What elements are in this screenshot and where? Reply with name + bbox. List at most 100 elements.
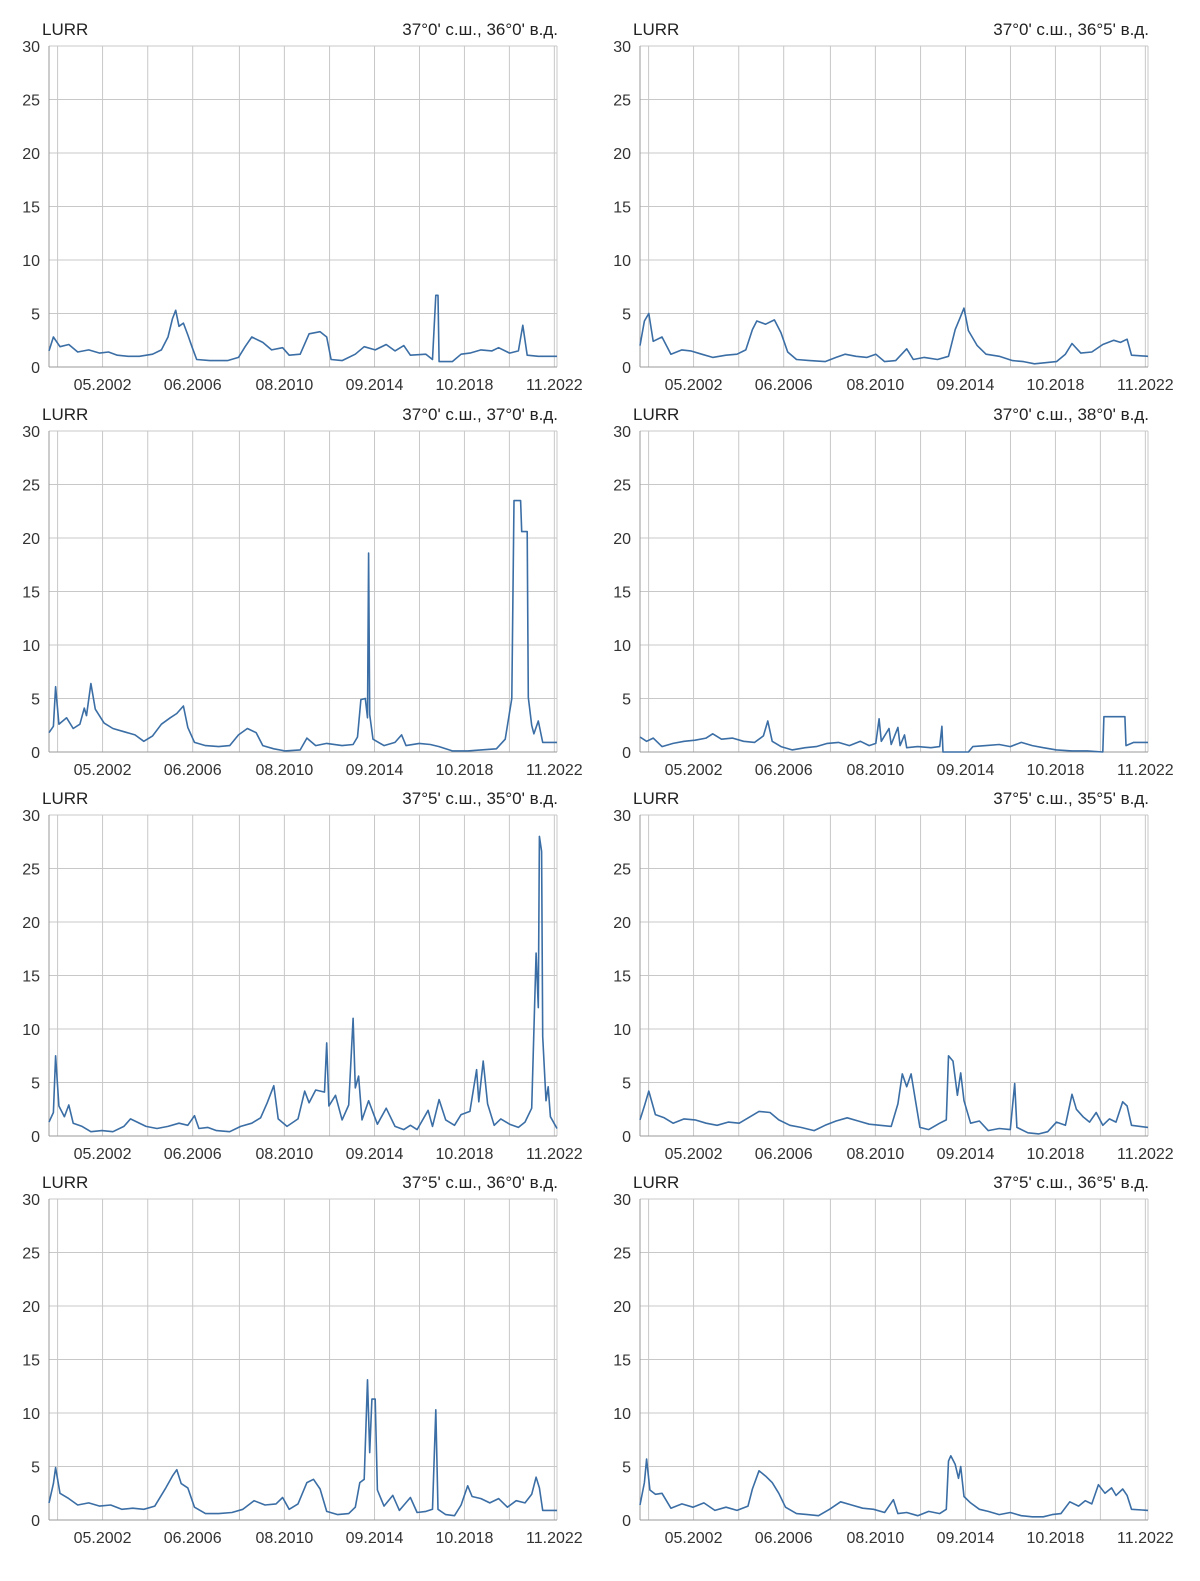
y-tick-label: 0 xyxy=(622,1129,631,1146)
x-tick-label: 11.2022 xyxy=(526,1530,583,1547)
x-tick-label: 08.2010 xyxy=(846,1530,904,1547)
x-tick-label: 05.2002 xyxy=(665,1146,723,1163)
chart-panel: LURR 37°5' с.ш., 36°5' в.д. 0 5 10 15 20 25 30 05… xyxy=(591,1153,1181,1547)
chart-title: 37°0' с.ш., 38°0' в.д. xyxy=(993,405,1149,424)
x-tick-label: 09.2014 xyxy=(937,377,995,394)
y-tick-label: 30 xyxy=(22,1192,40,1209)
y-tick-label: 20 xyxy=(613,1299,631,1316)
grid xyxy=(640,45,1149,368)
y-tick-label: 10 xyxy=(613,1406,631,1423)
y-axis-label: LURR xyxy=(633,405,680,424)
x-tick-label: 06.2006 xyxy=(755,377,813,394)
x-tick-label: 05.2002 xyxy=(74,1146,132,1163)
x-tick-label: 06.2006 xyxy=(164,1530,222,1547)
x-tick-label: 09.2014 xyxy=(346,762,404,779)
y-tick-label: 20 xyxy=(22,531,40,548)
y-tick-label: 0 xyxy=(31,360,40,377)
x-tick-label: 11.2022 xyxy=(526,762,583,779)
y-axis-label: LURR xyxy=(42,1173,89,1192)
y-tick-label: 5 xyxy=(622,307,631,324)
y-tick-label: 25 xyxy=(22,93,40,110)
x-tick-label: 10.2018 xyxy=(436,377,494,394)
lurr-series-line xyxy=(639,715,1148,753)
y-tick-label: 5 xyxy=(622,1076,631,1093)
grid xyxy=(640,814,1149,1137)
x-tick-label: 09.2014 xyxy=(937,762,995,779)
x-tick-label: 10.2018 xyxy=(1027,377,1085,394)
chart-svg: 0 5 10 15 20 25 30 05.2002 06.2006 08.2010 09.2014… xyxy=(22,808,583,1163)
chart-panel: LURR 37°5' с.ш., 35°5' в.д. 0 5 10 15 20 25 30 05… xyxy=(591,769,1181,1163)
grid xyxy=(640,430,1149,753)
chart-panel: LURR 37°5' с.ш., 35°0' в.д. 0 5 10 15 20 25 30 05… xyxy=(0,769,590,1163)
chart-svg: 0 5 10 15 20 25 30 05.2002 06.2006 08.2010 09.2014… xyxy=(22,39,583,394)
chart-title: 37°0' с.ш., 37°0' в.д. xyxy=(402,405,558,424)
y-axis-label: LURR xyxy=(42,405,89,424)
y-tick-label: 25 xyxy=(613,1246,631,1263)
x-tick-label: 10.2018 xyxy=(1027,762,1085,779)
x-tick-label: 06.2006 xyxy=(164,762,222,779)
x-tick-label: 09.2014 xyxy=(346,1530,404,1547)
y-tick-label: 5 xyxy=(31,692,40,709)
y-tick-label: 0 xyxy=(31,1129,40,1146)
y-tick-label: 10 xyxy=(22,1022,40,1039)
chart-title: 37°5' с.ш., 36°5' в.д. xyxy=(993,1173,1149,1192)
x-tick-label: 05.2002 xyxy=(74,377,132,394)
x-tick-label: 08.2010 xyxy=(255,377,313,394)
x-tick-label: 06.2006 xyxy=(755,1530,813,1547)
y-tick-label: 25 xyxy=(613,862,631,879)
x-tick-label: 08.2010 xyxy=(255,1146,313,1163)
x-tick-label: 08.2010 xyxy=(255,1530,313,1547)
y-tick-label: 25 xyxy=(22,862,40,879)
chart-title: 37°5' с.ш., 35°5' в.д. xyxy=(993,789,1149,808)
x-tick-label: 11.2022 xyxy=(526,1146,583,1163)
y-tick-label: 20 xyxy=(22,146,40,163)
y-axis-label: LURR xyxy=(633,20,680,39)
x-tick-label: 06.2006 xyxy=(755,762,813,779)
x-tick-label: 05.2002 xyxy=(665,1530,723,1547)
y-tick-label: 15 xyxy=(22,1353,40,1370)
y-tick-label: 15 xyxy=(613,585,631,602)
grid xyxy=(640,1198,1149,1521)
x-tick-label: 11.2022 xyxy=(1117,1530,1174,1547)
y-tick-label: 0 xyxy=(622,745,631,762)
grid xyxy=(49,1198,558,1521)
chart-panel: LURR 37°0' с.ш., 38°0' в.д. 0 5 10 15 20 25 30 05… xyxy=(591,385,1181,779)
lurr-series-line xyxy=(48,1379,557,1517)
y-tick-label: 30 xyxy=(613,808,631,825)
y-tick-label: 15 xyxy=(22,585,40,602)
y-tick-label: 30 xyxy=(22,808,40,825)
chart-svg: 0 5 10 15 20 25 30 05.2002 06.2006 08.2010 09.2014… xyxy=(613,1192,1174,1547)
grid xyxy=(49,430,558,753)
y-tick-label: 5 xyxy=(31,307,40,324)
y-tick-label: 20 xyxy=(613,915,631,932)
x-tick-label: 08.2010 xyxy=(255,762,313,779)
chart-svg: 0 5 10 15 20 25 30 05.2002 06.2006 08.2010 09.2014… xyxy=(22,1192,583,1547)
chart-title: 37°0' с.ш., 36°0' в.д. xyxy=(402,20,558,39)
y-axis-label: LURR xyxy=(42,20,89,39)
y-tick-label: 10 xyxy=(613,638,631,655)
y-tick-label: 15 xyxy=(613,1353,631,1370)
y-tick-label: 25 xyxy=(613,478,631,495)
x-tick-label: 08.2010 xyxy=(846,377,904,394)
y-tick-label: 10 xyxy=(613,1022,631,1039)
grid xyxy=(49,45,558,368)
y-tick-label: 25 xyxy=(613,93,631,110)
y-tick-label: 30 xyxy=(613,424,631,441)
y-tick-label: 30 xyxy=(613,1192,631,1209)
y-tick-label: 5 xyxy=(31,1460,40,1477)
y-tick-label: 5 xyxy=(622,692,631,709)
x-tick-label: 06.2006 xyxy=(164,1146,222,1163)
x-tick-label: 09.2014 xyxy=(937,1146,995,1163)
lurr-series-line xyxy=(48,294,557,363)
y-tick-label: 15 xyxy=(22,200,40,217)
x-tick-label: 06.2006 xyxy=(164,377,222,394)
y-tick-label: 30 xyxy=(22,39,40,56)
chart-panel: LURR 37°0' с.ш., 36°0' в.д. 0 5 10 15 20 25 30 05… xyxy=(0,0,590,394)
y-tick-label: 0 xyxy=(622,1513,631,1530)
x-tick-label: 09.2014 xyxy=(937,1530,995,1547)
x-tick-label: 09.2014 xyxy=(346,377,404,394)
y-tick-label: 5 xyxy=(31,1076,40,1093)
x-tick-label: 05.2002 xyxy=(665,377,723,394)
chart-panel: LURR 37°0' с.ш., 37°0' в.д. 0 5 10 15 20 25 30 05… xyxy=(0,385,590,779)
